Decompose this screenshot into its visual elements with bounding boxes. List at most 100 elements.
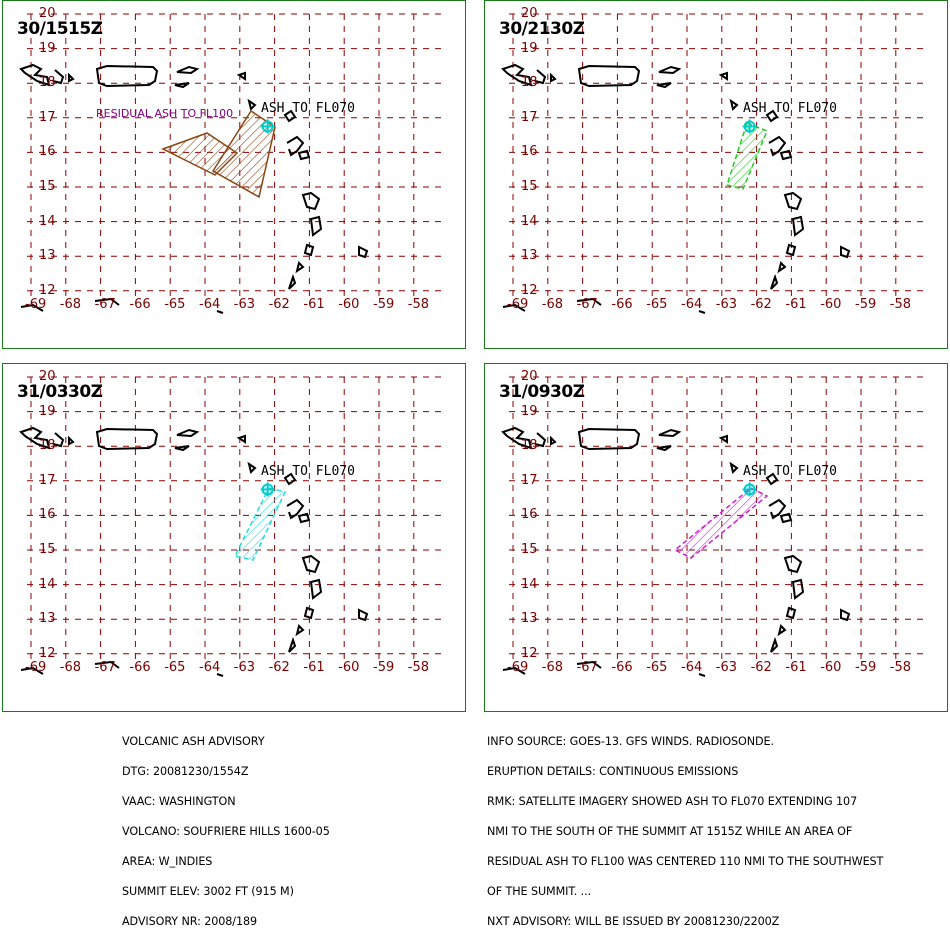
advisory-line: VAAC: WASHINGTON xyxy=(122,795,236,808)
longitude-label: -66 xyxy=(611,660,633,675)
latitude-label: 14 xyxy=(39,213,56,229)
latitude-label: 18 xyxy=(39,75,56,91)
latitude-label: 20 xyxy=(39,369,56,384)
latitude-label: 15 xyxy=(521,179,538,194)
coast-hispaniola xyxy=(534,432,557,448)
forecast-panel-4: 31/0930Z 20 19 18 17 16 15 14 13 12 -69 -68 -67 -66 -6… xyxy=(484,363,948,712)
longitude-label: -69 xyxy=(25,297,47,312)
latitude-label: 15 xyxy=(39,542,56,557)
longitude-label: -67 xyxy=(576,297,598,312)
coast-grenadines xyxy=(288,636,297,653)
longitude-label: -61 xyxy=(303,297,325,312)
coast-dominica xyxy=(301,191,321,211)
coast-st-lucia xyxy=(303,606,315,620)
ash-polygon xyxy=(726,122,768,190)
latitude-label: 18 xyxy=(39,438,56,454)
longitude-label: -65 xyxy=(646,660,668,675)
volcano-marker-icon xyxy=(260,482,275,497)
coast-grenadines xyxy=(770,636,779,653)
latitude-label: 18 xyxy=(521,438,538,454)
longitude-label: -61 xyxy=(785,297,807,312)
coast-dominica xyxy=(301,554,321,574)
advisory-line: ADVISORY NR: 2008/189 xyxy=(122,915,257,928)
ash-cloud-area xyxy=(726,122,768,190)
latitude-label: 14 xyxy=(39,576,56,592)
longitude-label: -58 xyxy=(407,660,430,675)
advisory-text-right: INFO SOURCE: GOES-13. GFS WINDS. RADIOSO… xyxy=(487,717,883,937)
longitude-label: -64 xyxy=(199,297,221,312)
coast-barbuda xyxy=(283,109,297,123)
coast-st-lucia xyxy=(303,243,315,257)
coast-barbados xyxy=(840,608,851,622)
coast-barbuda xyxy=(283,472,297,486)
coast-barbados xyxy=(840,245,851,259)
panel-title: 31/0930Z xyxy=(499,382,585,402)
panel-title: 30/2130Z xyxy=(499,19,585,39)
coast-vieques xyxy=(658,65,682,75)
coast-virgin-islands xyxy=(656,445,672,452)
coast-st-vincent xyxy=(777,261,787,274)
latitude-label: 13 xyxy=(39,611,56,627)
coast-anguilla xyxy=(236,434,246,444)
volcano-marker-icon xyxy=(742,119,757,134)
advisory-line: VOLCANO: SOUFRIERE HILLS 1600-05 xyxy=(122,825,330,838)
coast-virgin-islands xyxy=(174,82,190,89)
coast-cuba-tip xyxy=(19,63,51,87)
grid-lines xyxy=(27,376,443,660)
coast-saba xyxy=(247,461,257,474)
latitude-label: 13 xyxy=(39,248,56,264)
coast-puerto-rico xyxy=(95,64,159,88)
longitude-label: -60 xyxy=(820,660,842,675)
latitude-label: 15 xyxy=(39,179,56,194)
longitude-label: -60 xyxy=(338,660,360,675)
latitude-label: 20 xyxy=(521,6,538,21)
volcano-marker-icon xyxy=(260,119,275,134)
grid-lines xyxy=(509,13,925,297)
longitude-label: -68 xyxy=(59,660,82,675)
latitude-label: 12 xyxy=(521,282,538,298)
ash-level-label: ASH TO FL070 xyxy=(261,464,355,479)
ash-polygon xyxy=(233,487,287,561)
advisory-line: NXT ADVISORY: WILL BE ISSUED BY 20081230… xyxy=(487,915,780,928)
latitude-label: 18 xyxy=(521,75,538,91)
coast-st-vincent xyxy=(295,624,305,637)
longitude-label: -68 xyxy=(541,660,564,675)
coast-hispaniola xyxy=(52,69,75,85)
latitude-label: 19 xyxy=(39,403,56,419)
coast-cuba-tip xyxy=(19,426,51,450)
longitude-label: -64 xyxy=(681,660,703,675)
coast-venezuela-coast xyxy=(20,297,224,314)
longitude-label: -59 xyxy=(373,660,395,675)
coast-st-vincent xyxy=(295,261,305,274)
latitude-label: 15 xyxy=(521,542,538,557)
longitude-label: -60 xyxy=(820,297,842,312)
coast-venezuela-coast xyxy=(502,660,706,677)
coast-anguilla xyxy=(718,71,728,81)
longitude-label: -63 xyxy=(715,297,738,312)
latitude-label: 19 xyxy=(521,403,538,419)
latitude-label: 16 xyxy=(521,507,538,523)
coast-saba xyxy=(729,98,739,111)
coast-guadeloupe xyxy=(768,135,793,161)
ash-cloud-area xyxy=(161,109,276,199)
coast-saba xyxy=(247,98,257,111)
longitude-label: -64 xyxy=(681,297,703,312)
coast-st-lucia xyxy=(785,606,797,620)
latitude-label: 14 xyxy=(521,576,538,592)
coast-saba xyxy=(729,461,739,474)
coast-venezuela-coast xyxy=(502,297,706,314)
coast-virgin-islands xyxy=(656,82,672,89)
latitude-label: 17 xyxy=(521,109,538,125)
coastline xyxy=(501,426,851,677)
coast-guadeloupe xyxy=(768,498,793,524)
coast-guadeloupe xyxy=(286,498,311,524)
longitude-label: -65 xyxy=(164,660,186,675)
longitude-label: -66 xyxy=(611,297,633,312)
coastline xyxy=(19,426,369,677)
advisory-line: VOLCANIC ASH ADVISORY xyxy=(122,735,265,748)
longitude-label: -58 xyxy=(889,297,912,312)
longitude-label: -69 xyxy=(507,660,529,675)
latitude-label: 17 xyxy=(39,109,56,125)
advisory-line: RMK: SATELLITE IMAGERY SHOWED ASH TO FL0… xyxy=(487,795,858,808)
longitude-label: -67 xyxy=(94,660,116,675)
